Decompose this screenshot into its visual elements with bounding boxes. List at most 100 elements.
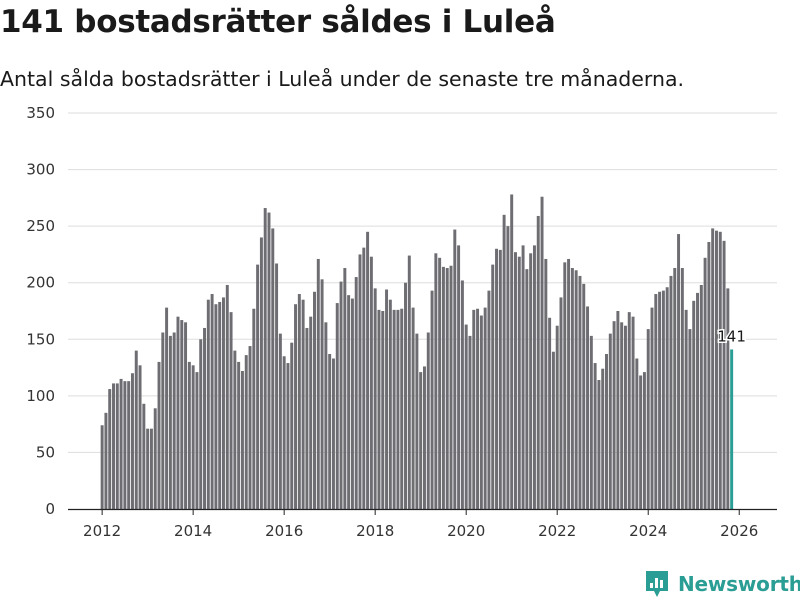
bar (358, 254, 362, 509)
bar (574, 270, 578, 509)
bar (157, 361, 161, 509)
bar (161, 332, 165, 509)
bar (203, 327, 206, 509)
bar (703, 257, 707, 509)
bar (313, 291, 316, 509)
newsworthy-brand[interactable]: Newsworthy (644, 568, 800, 600)
bar (347, 295, 351, 509)
bar (184, 322, 188, 509)
bar (464, 324, 468, 509)
y-tick-label: 100 (26, 387, 55, 405)
bar (301, 299, 305, 509)
bar (627, 312, 631, 509)
bar (578, 275, 582, 509)
bar (623, 325, 627, 509)
bar (165, 307, 169, 509)
bar (620, 322, 624, 509)
bar (191, 365, 195, 509)
bar (517, 256, 521, 509)
bar (540, 196, 544, 510)
y-tick-label: 200 (26, 274, 55, 292)
bar (130, 373, 134, 509)
bar (138, 365, 142, 509)
bar (506, 226, 510, 509)
bar (153, 408, 157, 509)
bar (229, 312, 233, 509)
bar (176, 316, 180, 509)
bar (426, 332, 430, 509)
bar (677, 234, 681, 509)
bar (608, 333, 612, 509)
bar (324, 322, 328, 509)
brand-name: Newsworthy (678, 572, 800, 596)
bar (108, 389, 112, 509)
bar (404, 282, 407, 509)
bar (642, 372, 646, 509)
bar (278, 333, 282, 509)
bar (237, 361, 241, 509)
bar (570, 268, 574, 509)
bar (381, 311, 385, 509)
bar (502, 214, 506, 509)
bar (218, 301, 222, 509)
bar (589, 335, 593, 509)
bar (362, 247, 366, 509)
bar (563, 262, 567, 509)
bar (206, 299, 210, 509)
bar (369, 256, 373, 509)
y-tick-label: 150 (26, 330, 55, 348)
bar (639, 375, 643, 509)
y-tick-label: 350 (26, 104, 55, 122)
bar (669, 275, 673, 509)
bar (339, 281, 343, 509)
bar (460, 280, 464, 509)
bar (123, 381, 127, 509)
bar (430, 290, 434, 509)
bar (532, 245, 536, 509)
bar (195, 372, 199, 509)
bar (396, 309, 400, 509)
bar (453, 229, 457, 510)
bar (146, 428, 150, 509)
bar (658, 291, 662, 509)
bar (392, 309, 396, 509)
bar (411, 307, 415, 509)
bar (407, 255, 411, 509)
bar (529, 253, 533, 509)
bar (422, 366, 426, 509)
bar (142, 403, 146, 509)
bar (233, 350, 237, 509)
x-tick-label: 2018 (356, 522, 394, 540)
bar (536, 215, 540, 509)
bar (510, 194, 514, 509)
bar (722, 240, 726, 509)
bar (479, 315, 483, 509)
bar (199, 339, 203, 509)
bar (222, 297, 225, 509)
bar (400, 308, 404, 509)
bar (415, 333, 419, 509)
bar (684, 309, 688, 509)
bar (688, 329, 692, 509)
bar (661, 290, 665, 509)
bar (438, 257, 442, 509)
bar (616, 311, 620, 509)
bar (210, 294, 214, 509)
bar (631, 316, 635, 509)
bar (271, 228, 275, 509)
bar (256, 264, 260, 509)
chart-subtitle: Antal sålda bostadsrätter i Luleå under … (0, 67, 685, 91)
bar (441, 266, 445, 509)
bar (544, 258, 548, 509)
bar (290, 342, 294, 509)
x-tick-label: 2024 (629, 522, 667, 540)
bar (555, 325, 559, 509)
bar (521, 245, 525, 509)
bar (305, 327, 309, 509)
bar (149, 428, 153, 509)
bar (252, 308, 256, 509)
bar (586, 306, 590, 509)
bar (388, 299, 392, 509)
bar (104, 412, 108, 509)
bar (263, 208, 267, 510)
